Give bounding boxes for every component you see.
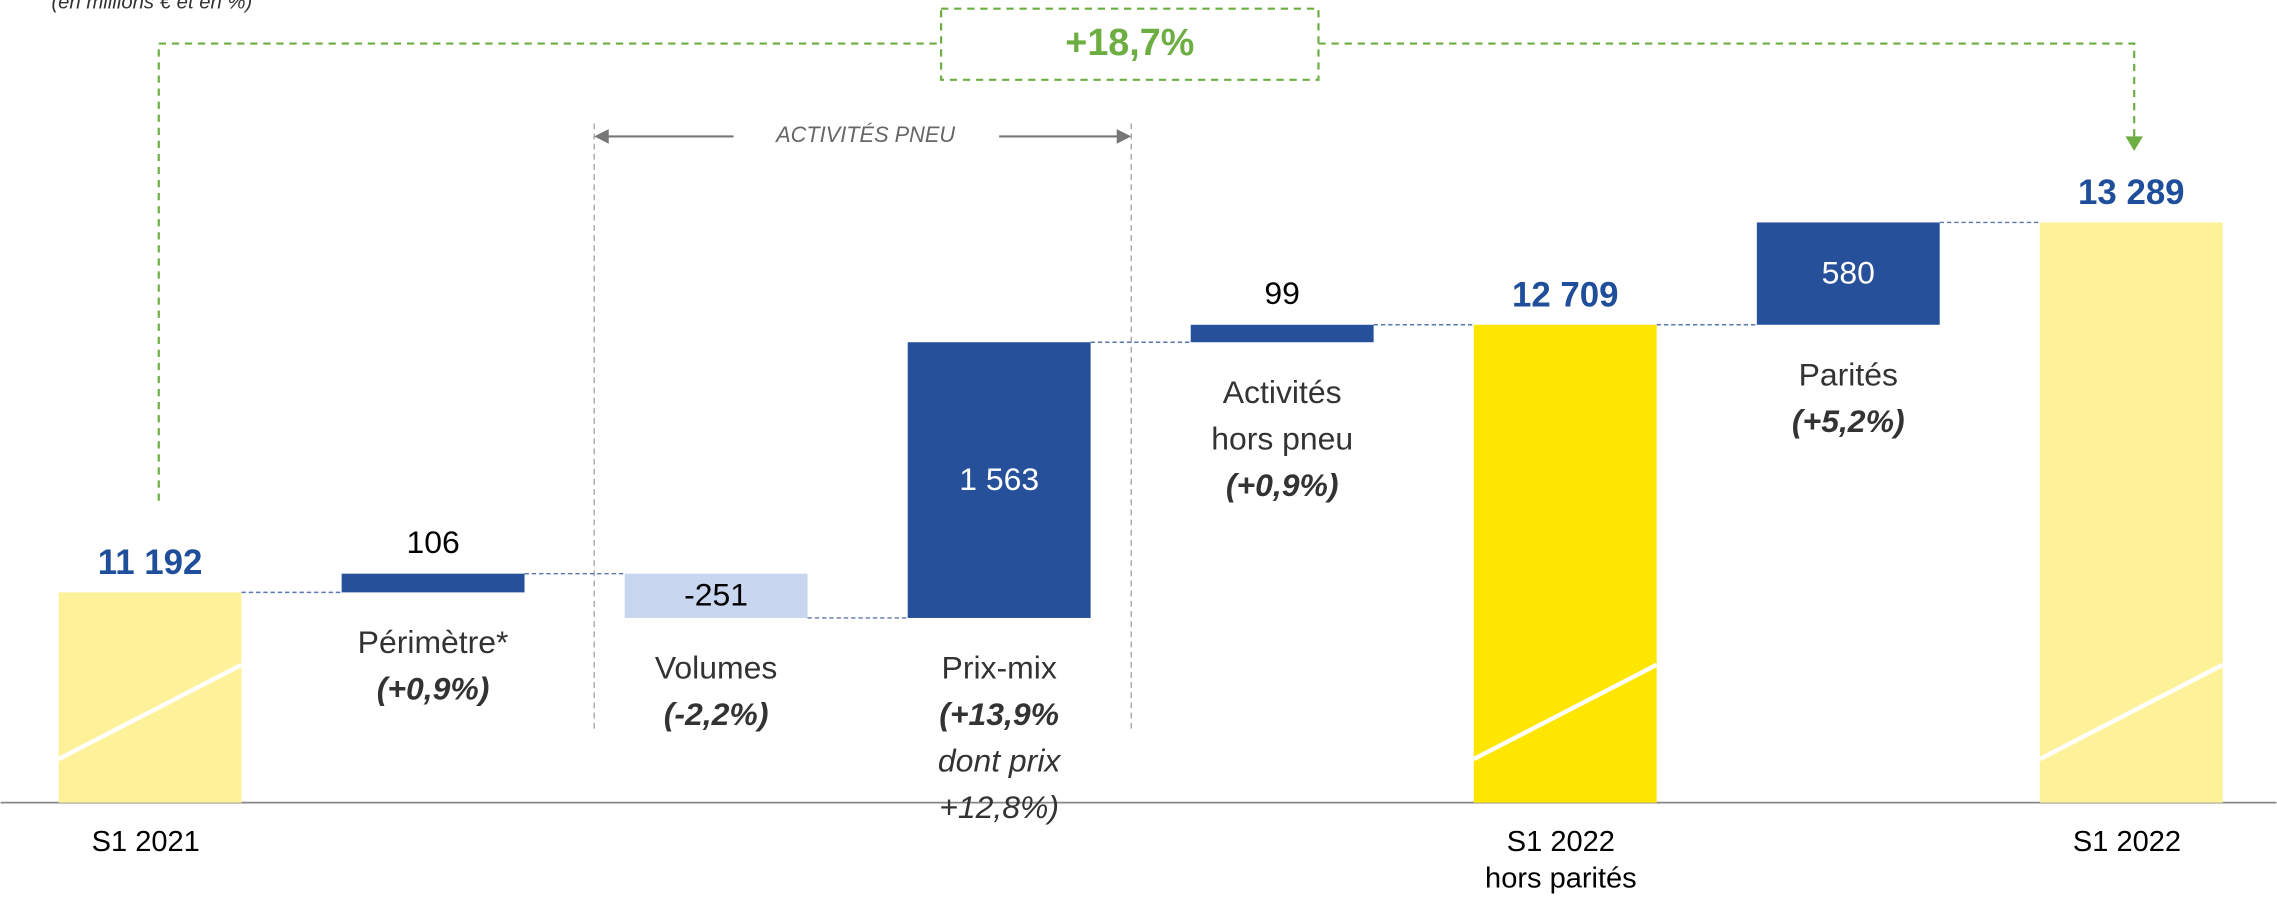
value-label: 13 289 [2078,173,2185,212]
bracket-label: ACTIVITÉS PNEU [774,122,955,147]
category-label: Parités [1799,356,1898,392]
arrow-head [2125,136,2143,151]
category-label: Périmètre* [358,624,509,660]
bracket [593,123,1132,733]
x-tick-label: S1 2022 [1507,826,1615,858]
x-tick-label: hors parités [1485,862,1637,894]
arrow-head [1116,129,1132,144]
bar [1473,324,1657,803]
bar [341,573,525,593]
bar-stripe [2038,662,2224,762]
growth-label: +18,7% [1065,21,1194,63]
bar [2039,222,2223,803]
category-label: Volumes [655,650,777,686]
bar [1190,324,1374,343]
bar-stripe [1472,662,1658,762]
value-label: 11 192 [98,543,203,582]
bar-stripe [57,662,243,762]
value-label: 1 563 [959,461,1039,497]
note-label: (+13,9% [939,696,1059,732]
value-label: 580 [1822,254,1875,290]
note-label: (+0,9%) [377,671,490,707]
value-label: -251 [684,577,748,613]
note-label: (-2,2%) [664,696,769,732]
bar [907,342,1091,618]
bar [58,592,242,803]
note-label: (+0,9%) [1226,467,1339,503]
category-label: Prix-mix [942,650,1057,686]
note-label: (+5,2%) [1792,403,1905,439]
x-tick-label: S1 2022 [2073,826,2181,858]
x-tick-label: S1 2021 [92,826,200,858]
bar [1756,222,1940,325]
subtitle: (en millions € et en %) [51,0,252,13]
note-label: dont prix [938,743,1061,779]
bar [624,573,808,618]
value-label: 99 [1264,275,1300,311]
category-label: hors pneu [1211,420,1353,456]
arrow-head [594,129,609,144]
note-label: +12,8%) [939,789,1059,825]
value-label: 12 709 [1512,275,1619,314]
category-label: Activités [1223,374,1342,410]
value-label: 106 [406,524,459,560]
